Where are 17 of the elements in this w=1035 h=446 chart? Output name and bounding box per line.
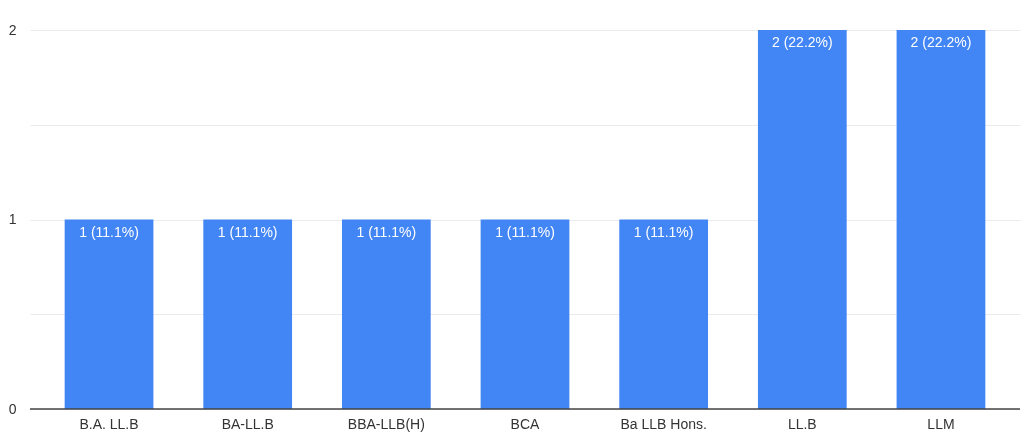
y-tick-label: 0 [8, 400, 17, 417]
x-tick-label: BCA [510, 415, 541, 432]
x-tick-label: B.A. LL.B [79, 415, 139, 432]
y-tick-label: 2 [8, 21, 17, 38]
x-tick-label: LL.B [787, 415, 817, 432]
data-label: 1 (11.1%) [633, 223, 694, 240]
x-tick-label: BA-LL.B [221, 415, 274, 432]
data-label: 2 (22.2%) [910, 34, 972, 50]
x-tick-label: BBA-LLB(H) [347, 415, 425, 432]
y-tick-label: 1 [8, 211, 17, 227]
data-label: 1 (11.1%) [79, 223, 139, 240]
data-label: 1 (11.1%) [217, 223, 278, 240]
x-tick-label: LLM [927, 415, 955, 432]
x-tick-label: Ba LLB Hons. [620, 415, 707, 432]
data-label: 1 (11.1%) [356, 223, 417, 240]
data-label: 1 (11.1%) [495, 223, 555, 240]
data-label: 2 (22.2%) [771, 34, 833, 50]
